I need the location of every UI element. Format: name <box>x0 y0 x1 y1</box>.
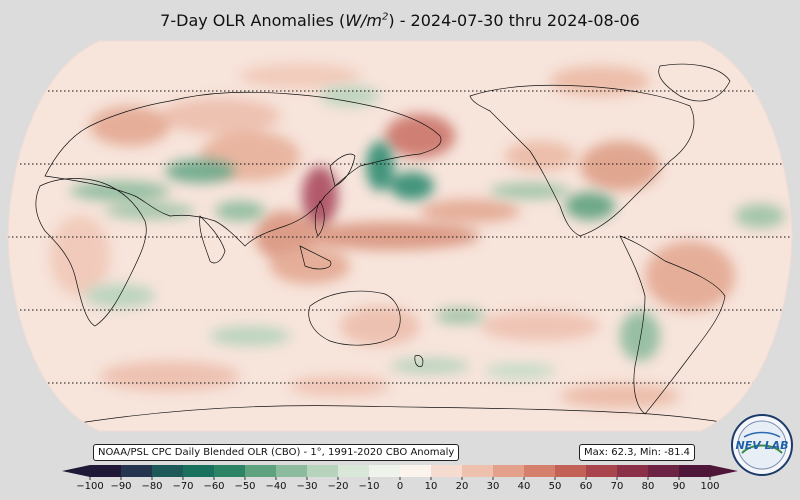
colorbar-tick-label: 50 <box>548 481 562 492</box>
colorbar-tick-label: 20 <box>455 481 469 492</box>
colorbar-tick-label: 70 <box>610 481 624 492</box>
colorbar-segment <box>400 465 432 477</box>
colorbar-tick-label: −20 <box>327 481 349 492</box>
negative-anomalies <box>70 86 785 379</box>
colorbar-tick-label: −80 <box>141 481 163 492</box>
colorbar-tick-label: −70 <box>172 481 194 492</box>
colorbar-segment <box>555 465 587 477</box>
colorbar-tick-label: −90 <box>110 481 132 492</box>
colorbar-tick-label: 90 <box>672 481 686 492</box>
colorbar-tick-label: −100 <box>76 481 104 492</box>
nev-lab-logo: NEV LAB <box>731 414 793 476</box>
colorbar-max-arrow <box>710 465 738 477</box>
colorbar-segment <box>121 465 153 477</box>
colorbar-segment <box>462 465 494 477</box>
colorbar-tick-label: −10 <box>358 481 380 492</box>
colorbar-segment <box>493 465 525 477</box>
data-source-label: NOAA/PSL CPC Daily Blended OLR (CBO) - 1… <box>93 444 460 461</box>
colorbar-min-arrow <box>62 465 90 477</box>
olr-anomaly-map <box>7 40 793 432</box>
colorbar-ticks: −100 −90 −80 −70 −60 −50 −40 −30 −20 −10 0 10 20 30 40… <box>0 481 800 495</box>
colorbar <box>62 465 738 480</box>
map-title: 7-Day OLR Anomalies (W/m2) - 2024-07-30 … <box>160 11 640 30</box>
colorbar-segment <box>214 465 246 477</box>
latitude-gridlines <box>8 90 792 384</box>
colorbar-segment <box>586 465 618 477</box>
logo-text: NEV LAB <box>736 439 789 452</box>
colorbar-tick-label: −50 <box>234 481 256 492</box>
globe-outline <box>7 40 793 432</box>
colorbar-tick-label: 100 <box>700 481 720 492</box>
colorbar-segment <box>90 465 122 477</box>
colorbar-segment <box>338 465 370 477</box>
colorbar-tick-label: 60 <box>579 481 593 492</box>
colorbar-tick-label: −60 <box>203 481 225 492</box>
colorbar-segment <box>679 465 711 477</box>
colorbar-tick-label: −40 <box>265 481 287 492</box>
colorbar-segment <box>245 465 277 477</box>
colorbar-segment <box>617 465 649 477</box>
colorbar-segment <box>183 465 215 477</box>
colorbar-tick-label: −30 <box>296 481 318 492</box>
colorbar-segment <box>307 465 339 477</box>
max-min-label: Max: 62.3, Min: -81.4 <box>579 444 696 461</box>
colorbar-segment <box>524 465 556 477</box>
title-unit: W/m2 <box>345 11 389 30</box>
colorbar-tick-label: 80 <box>641 481 655 492</box>
colorbar-tick-label: 30 <box>486 481 500 492</box>
coastlines <box>35 63 761 431</box>
colorbar-tick-label: 10 <box>424 481 438 492</box>
colorbar-segment <box>276 465 308 477</box>
anomaly-field <box>8 41 792 431</box>
colorbar-segment <box>648 465 680 477</box>
colorbar-segment <box>431 465 463 477</box>
colorbar-segment <box>152 465 184 477</box>
colorbar-tick-label: 40 <box>517 481 531 492</box>
colorbar-segment <box>369 465 401 477</box>
colorbar-tick-label: 0 <box>396 481 404 492</box>
